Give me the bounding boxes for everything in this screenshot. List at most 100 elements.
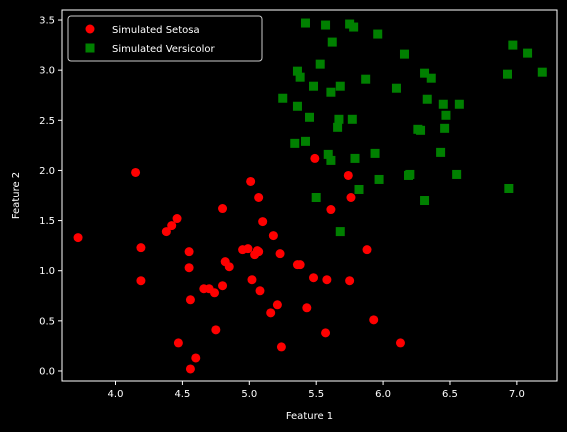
versicolor-point — [420, 196, 430, 206]
setosa-point — [218, 204, 228, 214]
setosa-point — [255, 286, 265, 296]
x-tick-label: 6.0 — [375, 389, 391, 400]
versicolor-point — [334, 114, 344, 124]
x-tick-label: 7.0 — [509, 389, 525, 400]
versicolor-point — [503, 69, 512, 79]
x-axis-title: Feature 1 — [286, 411, 333, 422]
versicolor-point — [347, 114, 357, 124]
setosa-point — [343, 170, 353, 180]
x-tick-label: 5.0 — [241, 389, 257, 400]
setosa-point — [395, 338, 405, 348]
versicolor-point — [422, 94, 432, 104]
versicolor-point — [335, 81, 345, 91]
setosa-point — [254, 193, 264, 203]
versicolor-point — [321, 20, 331, 30]
setosa-point — [167, 221, 177, 231]
setosa-point — [295, 260, 305, 270]
setosa-point — [184, 263, 194, 273]
setosa-point — [345, 276, 355, 286]
versicolor-point — [305, 112, 314, 122]
setosa-point — [247, 275, 257, 285]
versicolor-point — [311, 193, 321, 203]
versicolor-point — [327, 37, 337, 47]
legend: Simulated Setosa Simulated Versicolor — [67, 15, 263, 62]
setosa-point — [224, 262, 234, 272]
setosa-point — [218, 281, 228, 291]
setosa-point — [310, 153, 320, 163]
x-tick-label: 4.5 — [174, 389, 190, 400]
setosa-point — [73, 233, 83, 243]
setosa-point — [185, 295, 195, 305]
legend-marker-setosa — [85, 24, 95, 34]
setosa-point — [276, 342, 286, 352]
setosa-point — [326, 205, 336, 215]
versicolor-point — [438, 99, 448, 109]
setosa-point — [302, 303, 312, 313]
setosa-point — [346, 193, 356, 203]
versicolor-point — [405, 169, 415, 179]
y-tick-label: 2.5 — [39, 116, 55, 127]
versicolor-point — [350, 153, 360, 163]
versicolor-point — [354, 184, 364, 194]
versicolor-point — [315, 59, 325, 69]
setosa-point — [211, 325, 221, 335]
versicolor-point — [416, 125, 426, 135]
setosa-point — [321, 328, 331, 338]
versicolor-point — [300, 136, 310, 146]
versicolor-point — [454, 99, 464, 109]
versicolor-point — [523, 48, 533, 58]
versicolor-point — [373, 29, 383, 39]
setosa-point — [185, 364, 195, 374]
setosa-point — [369, 315, 379, 325]
versicolor-point — [326, 87, 336, 97]
setosa-point — [131, 167, 141, 177]
y-tick-label: 0.5 — [39, 316, 55, 327]
versicolor-point — [374, 174, 384, 184]
versicolor-point — [292, 66, 302, 76]
legend-marker-versicolor — [85, 43, 95, 53]
versicolor-point — [333, 122, 343, 132]
y-tick-label: 3.5 — [39, 16, 55, 27]
setosa-point — [268, 231, 278, 241]
y-tick-label: 1.5 — [39, 216, 55, 227]
setosa-point — [362, 245, 372, 255]
setosa-point — [184, 247, 194, 257]
versicolor-point — [335, 227, 345, 237]
setosa-point — [254, 247, 264, 257]
setosa-point — [322, 275, 332, 285]
y-tick-label: 0.0 — [39, 366, 55, 377]
y-tick-label: 2.0 — [39, 166, 55, 177]
setosa-point — [258, 217, 268, 227]
versicolor-point — [508, 40, 518, 50]
setosa-point — [161, 227, 171, 237]
versicolor-point — [309, 81, 319, 91]
versicolor-point — [420, 68, 430, 78]
setosa-point — [136, 243, 146, 253]
y-axis-ticks: 0.0 0.5 1.0 1.5 2.0 2.5 3.0 3.5 — [39, 16, 62, 377]
y-tick-label: 3.0 — [39, 66, 55, 77]
versicolor-point — [426, 73, 436, 83]
setosa-point — [191, 353, 201, 363]
y-axis-title: Feature 2 — [11, 172, 22, 219]
markers-layer — [73, 18, 547, 374]
setosa-point — [172, 214, 182, 224]
versicolor-point — [323, 149, 333, 159]
legend-label-versicolor: Simulated Versicolor — [112, 44, 216, 55]
versicolor-point — [326, 155, 336, 165]
x-tick-label: 4.0 — [108, 389, 124, 400]
versicolor-point — [290, 138, 300, 148]
versicolor-point — [278, 93, 288, 103]
setosa-point — [266, 308, 276, 318]
x-axis-ticks: 4.0 4.5 5.0 5.5 6.0 6.5 7.0 — [108, 381, 525, 400]
versicolor-point — [452, 169, 462, 179]
versicolor-point — [537, 67, 547, 77]
plot-frame — [61, 9, 558, 382]
setosa-point — [309, 273, 319, 283]
versicolor-point — [441, 110, 451, 120]
setosa-point — [272, 300, 282, 310]
y-tick-label: 1.0 — [39, 266, 55, 277]
versicolor-point — [370, 148, 380, 158]
versicolor-point — [295, 72, 305, 82]
setosa-point — [173, 338, 183, 348]
